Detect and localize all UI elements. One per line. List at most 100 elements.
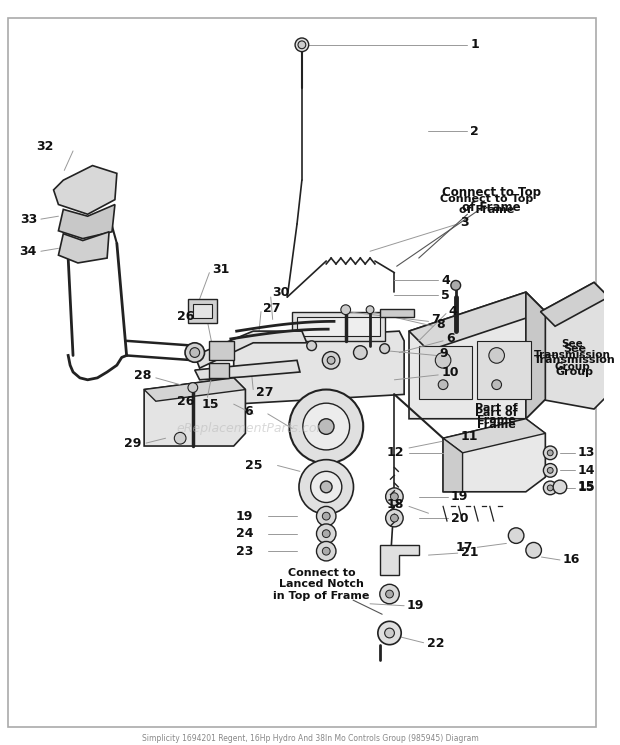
Polygon shape: [409, 292, 546, 351]
Circle shape: [378, 621, 401, 644]
Circle shape: [391, 514, 398, 522]
Circle shape: [307, 341, 316, 351]
Circle shape: [489, 348, 505, 364]
Circle shape: [319, 419, 334, 434]
Circle shape: [451, 280, 461, 291]
Circle shape: [386, 488, 403, 505]
Circle shape: [298, 41, 306, 48]
Text: 26: 26: [177, 310, 195, 323]
Bar: [297, 317, 380, 336]
Text: 33: 33: [20, 212, 37, 226]
Text: Connect to
Lanced Notch
in Top of Frame: Connect to Lanced Notch in Top of Frame: [273, 568, 370, 601]
Circle shape: [190, 348, 200, 358]
Text: 15: 15: [577, 481, 595, 493]
Text: Part of
Frame: Part of Frame: [476, 408, 518, 430]
Circle shape: [316, 507, 336, 526]
Circle shape: [353, 346, 367, 359]
Text: 7: 7: [432, 313, 440, 326]
Polygon shape: [234, 331, 404, 404]
Text: 23: 23: [236, 545, 253, 558]
Text: 10: 10: [441, 367, 459, 379]
Circle shape: [543, 446, 557, 460]
Text: 1: 1: [471, 38, 479, 51]
Circle shape: [188, 383, 198, 393]
Circle shape: [380, 584, 399, 603]
Polygon shape: [409, 292, 546, 419]
Text: 12: 12: [387, 446, 404, 460]
Circle shape: [341, 305, 350, 314]
Bar: [418, 346, 472, 399]
Text: 9: 9: [439, 347, 448, 360]
Circle shape: [185, 343, 205, 362]
Circle shape: [303, 403, 350, 450]
Bar: [193, 304, 212, 318]
Text: 26: 26: [177, 395, 195, 408]
Text: 15: 15: [577, 481, 595, 495]
Circle shape: [386, 590, 394, 598]
Text: See
Transmission
Group: See Transmission Group: [534, 339, 611, 372]
Text: 25: 25: [246, 459, 263, 472]
Bar: [210, 341, 234, 361]
Bar: [380, 308, 414, 317]
Circle shape: [492, 380, 502, 390]
Text: 31: 31: [212, 263, 229, 276]
Polygon shape: [380, 545, 419, 574]
Text: 19: 19: [451, 490, 468, 503]
Text: 19: 19: [407, 599, 425, 612]
Text: 4: 4: [441, 274, 450, 287]
Bar: [188, 299, 217, 323]
Text: 18: 18: [387, 498, 404, 511]
Bar: [210, 364, 229, 378]
Circle shape: [174, 432, 186, 444]
Circle shape: [327, 356, 335, 364]
Circle shape: [316, 542, 336, 561]
Text: 3: 3: [461, 215, 469, 229]
Text: 6: 6: [244, 405, 253, 419]
Polygon shape: [58, 205, 115, 238]
Polygon shape: [541, 282, 609, 326]
Polygon shape: [58, 232, 109, 263]
Text: 17: 17: [456, 541, 473, 554]
Polygon shape: [195, 331, 307, 368]
Text: 20: 20: [451, 512, 468, 524]
Text: Connect to Top
of Frame: Connect to Top of Frame: [440, 194, 534, 215]
Polygon shape: [443, 419, 546, 453]
Text: 14: 14: [577, 464, 595, 477]
Polygon shape: [443, 419, 546, 492]
Circle shape: [322, 548, 330, 555]
Text: 16: 16: [563, 554, 580, 566]
Text: 22: 22: [427, 637, 444, 650]
Text: 27: 27: [256, 386, 273, 399]
Circle shape: [435, 352, 451, 368]
Circle shape: [438, 380, 448, 390]
Text: 24: 24: [236, 527, 253, 540]
Circle shape: [384, 628, 394, 638]
Circle shape: [322, 352, 340, 369]
Text: See
Transmission
Group: See Transmission Group: [534, 343, 616, 377]
Bar: [292, 311, 384, 341]
Polygon shape: [526, 292, 546, 419]
Circle shape: [321, 481, 332, 492]
Circle shape: [547, 485, 553, 491]
Text: 6: 6: [446, 332, 454, 346]
Text: 4: 4: [449, 305, 458, 318]
Circle shape: [508, 527, 524, 543]
Circle shape: [543, 481, 557, 495]
Circle shape: [316, 524, 336, 543]
Polygon shape: [541, 282, 609, 409]
Text: 28: 28: [133, 370, 151, 382]
Polygon shape: [195, 361, 300, 380]
Text: 8: 8: [436, 318, 445, 331]
Text: 27: 27: [263, 302, 280, 315]
Circle shape: [366, 305, 374, 314]
Polygon shape: [144, 378, 246, 446]
Text: Connect to Top
of Frame: Connect to Top of Frame: [442, 186, 541, 214]
Text: 19: 19: [236, 510, 253, 523]
Bar: [477, 341, 531, 399]
Text: 32: 32: [36, 139, 53, 153]
Text: 15: 15: [202, 398, 219, 410]
Circle shape: [380, 343, 389, 354]
Circle shape: [386, 510, 403, 527]
Circle shape: [289, 390, 363, 463]
Circle shape: [553, 480, 567, 494]
